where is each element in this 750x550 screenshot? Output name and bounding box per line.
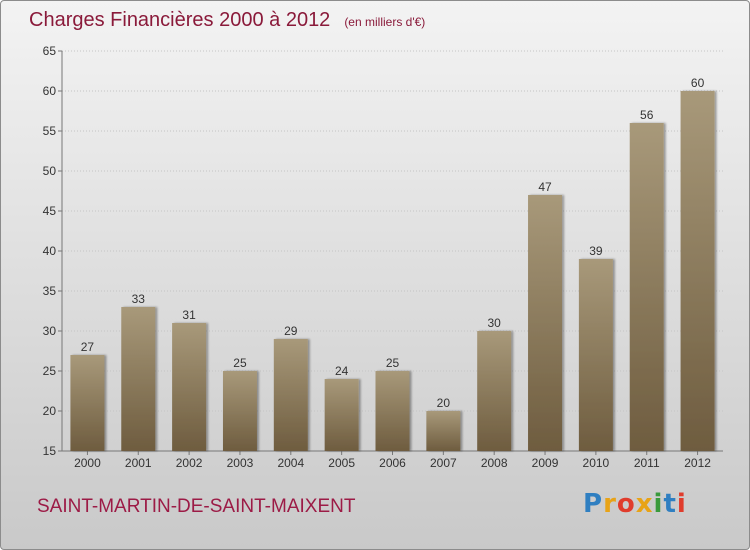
x-tick-label-2012: 2012 xyxy=(684,456,711,470)
bar-2003 xyxy=(222,371,257,451)
commune-name: SAINT-MARTIN-DE-SAINT-MAIXENT xyxy=(37,496,356,517)
y-tick-label-60: 60 xyxy=(43,84,57,98)
value-label-2002: 31 xyxy=(182,308,196,322)
x-tick-label-2000: 2000 xyxy=(74,456,101,470)
x-tick-label-2001: 2001 xyxy=(125,456,152,470)
logo-letter: i xyxy=(676,489,687,519)
x-tick-label-2006: 2006 xyxy=(379,456,406,470)
x-tick-label-2004: 2004 xyxy=(277,456,304,470)
logo-letter: t xyxy=(663,489,677,519)
proxiti-logo: Proxiti xyxy=(583,489,687,519)
x-tick-label-2003: 2003 xyxy=(227,456,254,470)
chart-title-text: Charges Financières 2000 à 2012 xyxy=(29,9,331,31)
bar-2010 xyxy=(578,259,613,451)
y-tick-label-20: 20 xyxy=(43,404,57,418)
value-label-2010: 39 xyxy=(589,244,603,258)
value-label-2004: 29 xyxy=(284,324,298,338)
x-tick-label-2007: 2007 xyxy=(430,456,457,470)
bar-2006 xyxy=(375,371,410,451)
bar-layer xyxy=(70,91,715,451)
x-tick-label-2009: 2009 xyxy=(532,456,559,470)
bar-2002 xyxy=(172,323,207,451)
value-label-2007: 20 xyxy=(437,396,451,410)
y-tick-label-65: 65 xyxy=(43,44,57,58)
logo-letter: x xyxy=(635,489,654,519)
x-tick-label-2011: 2011 xyxy=(634,456,660,470)
logo-letter: P xyxy=(583,489,604,519)
y-tick-label-50: 50 xyxy=(43,164,57,178)
x-tick-label-2010: 2010 xyxy=(583,456,610,470)
value-label-2001: 33 xyxy=(132,292,146,306)
x-tick-label-2002: 2002 xyxy=(176,456,203,470)
bar-2009 xyxy=(528,195,563,451)
bar-2000 xyxy=(70,355,105,451)
value-label-2000: 27 xyxy=(81,340,95,354)
y-tick-label-30: 30 xyxy=(43,324,57,338)
bar-2012 xyxy=(680,91,715,451)
bar-2001 xyxy=(121,307,156,451)
y-tick-label-35: 35 xyxy=(43,284,57,298)
x-tick-label-2005: 2005 xyxy=(328,456,355,470)
y-tick-label-15: 15 xyxy=(43,444,57,458)
y-tick-label-45: 45 xyxy=(43,204,57,218)
label-layer: 27 2000 33 2001 31 2002 25 2003 29 2004 24 2005 25 20… xyxy=(74,76,711,470)
y-tick-label-55: 55 xyxy=(43,124,57,138)
value-label-2011: 56 xyxy=(640,108,654,122)
value-label-2009: 47 xyxy=(538,180,552,194)
bar-2007 xyxy=(426,411,461,451)
logo-letter: r xyxy=(603,489,617,519)
bar-2005 xyxy=(324,379,359,451)
value-label-2012: 60 xyxy=(691,76,705,90)
value-label-2003: 25 xyxy=(233,356,247,370)
bar-2011 xyxy=(629,123,664,451)
y-tick-label-40: 40 xyxy=(43,244,57,258)
logo-letter: o xyxy=(616,489,636,519)
logo-letter: i xyxy=(653,489,664,519)
bar-2004 xyxy=(273,339,308,451)
value-label-2008: 30 xyxy=(488,316,502,330)
chart-title: Charges Financières 2000 à 2012 (en milli… xyxy=(29,9,425,32)
x-tick-label-2008: 2008 xyxy=(481,456,508,470)
y-tick-label-25: 25 xyxy=(43,364,57,378)
value-label-2006: 25 xyxy=(386,356,400,370)
chart-unit-label: (en milliers d'€) xyxy=(344,15,426,29)
value-label-2005: 24 xyxy=(335,364,349,378)
bar-2008 xyxy=(477,331,512,451)
